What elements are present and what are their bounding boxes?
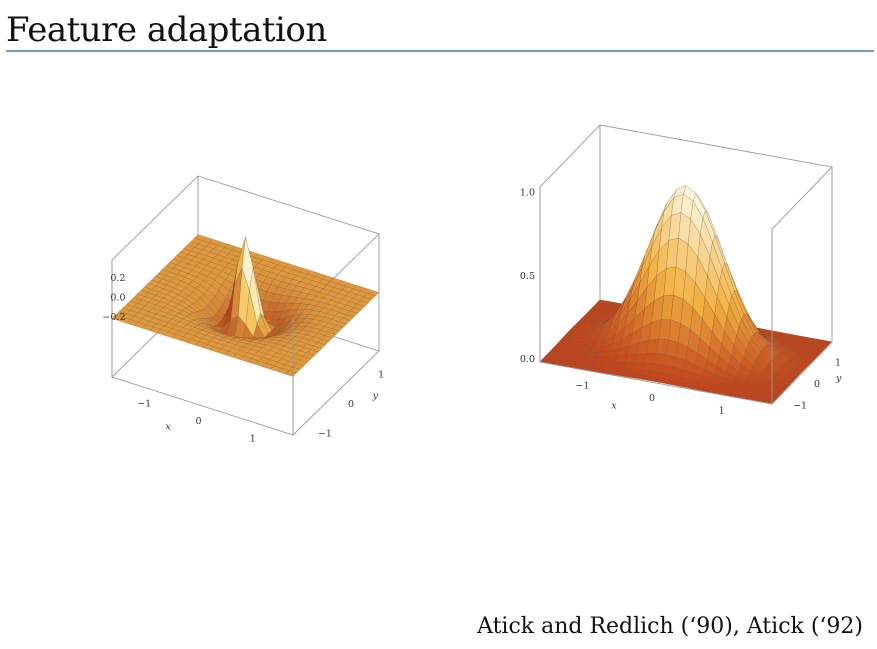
x-axis-label: x — [165, 421, 171, 432]
y-tick-label: 0 — [348, 399, 354, 410]
z-tick-label: 0.0 — [110, 293, 125, 304]
y-tick-label: 1 — [835, 357, 841, 368]
y-axis-label: y — [835, 373, 842, 384]
y-tick-label: −1 — [793, 401, 807, 412]
surface-patch — [285, 370, 297, 377]
slide-title: Feature adaptation — [6, 10, 327, 50]
x-axis-label: x — [611, 401, 617, 412]
surface-mesh — [111, 234, 380, 377]
y-tick-label: 0 — [814, 379, 820, 390]
z-tick-label: 0.0 — [520, 354, 535, 365]
x-tick-label: 1 — [719, 406, 725, 417]
citation: Atick and Redlich (‘90), Atick (‘92) — [477, 614, 863, 639]
x-tick-label: 0 — [195, 416, 201, 427]
surface-mesh — [539, 185, 833, 405]
x-tick-label: −1 — [575, 380, 589, 391]
x-tick-label: −1 — [137, 399, 151, 410]
z-tick-label: 0.5 — [520, 271, 535, 282]
plot-box-front — [539, 187, 833, 405]
z-tick-label: 0.2 — [110, 273, 125, 284]
x-tick-label: 1 — [250, 433, 256, 444]
y-tick-label: −1 — [318, 428, 332, 439]
plot-box-front — [111, 260, 380, 436]
title-divider — [6, 50, 874, 52]
plot-center-surround: 0.2 0.0 −0.2 −1 0 1 x 1 0 −1 y — [102, 175, 384, 444]
z-tick-label: 1.0 — [520, 188, 535, 199]
plot-gaussian: 1.0 0.5 0.0 −1 0 1 x 1 0 −1 y — [520, 124, 842, 417]
y-axis-label: y — [372, 391, 379, 402]
z-tick-label: −0.2 — [102, 312, 125, 323]
y-tick-label: 1 — [378, 370, 384, 381]
x-tick-label: 0 — [649, 393, 655, 404]
